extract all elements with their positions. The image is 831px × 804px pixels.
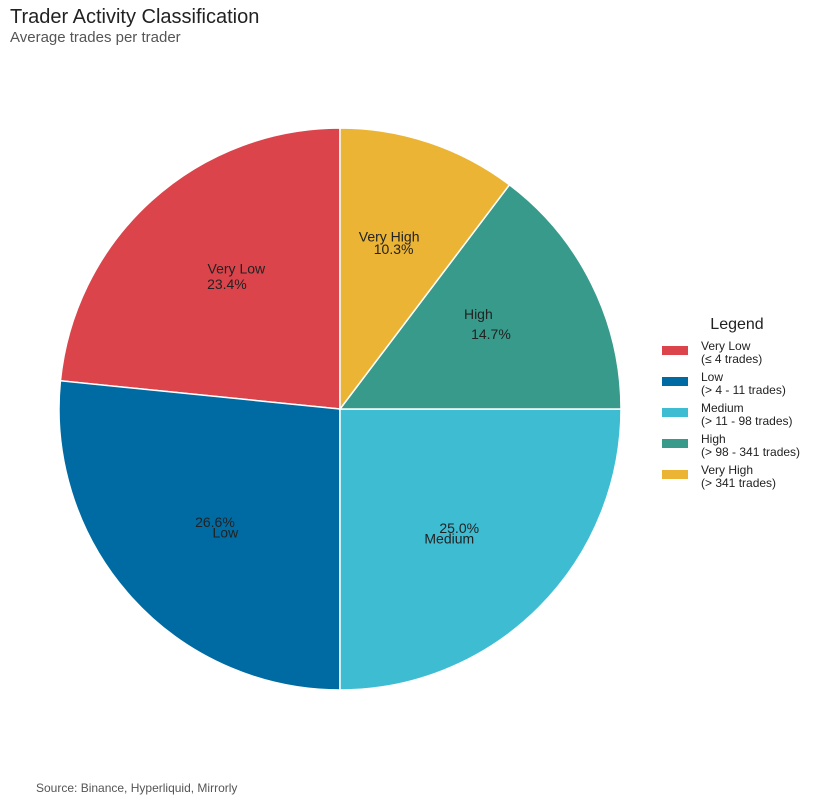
slice-percent-label: 26.6% xyxy=(195,514,235,530)
legend-swatch xyxy=(662,408,688,417)
slice-percent-label: 10.3% xyxy=(374,241,414,257)
chart-subtitle: Average trades per trader xyxy=(10,29,181,46)
slice-name-label: Low xyxy=(213,525,240,541)
legend-item-medium: Medium (> 11 - 98 trades) xyxy=(662,402,827,428)
slice-percent-label: 14.7% xyxy=(471,326,511,342)
legend-item-low: Low (> 4 - 11 trades) xyxy=(662,371,827,397)
legend-label: Medium xyxy=(701,401,744,415)
pie-slice-medium xyxy=(339,408,622,691)
slice-name-label: Medium xyxy=(424,530,474,546)
legend-range: (≤ 4 trades) xyxy=(701,352,763,366)
pie-slice-high xyxy=(338,183,622,410)
legend-swatch xyxy=(662,439,688,448)
slice-name-label: Very High xyxy=(359,228,420,244)
legend-label: High xyxy=(701,432,726,446)
slice-percent-label: 25.0% xyxy=(439,520,479,536)
slice-name-label: High xyxy=(464,306,493,322)
legend-range: (> 4 - 11 trades) xyxy=(701,383,786,397)
legend-title: Legend xyxy=(710,316,764,333)
chart-title: Trader Activity Classification xyxy=(10,6,260,28)
legend-swatch xyxy=(662,470,688,479)
legend-label: Low xyxy=(701,370,724,384)
legend-range: (> 11 - 98 trades) xyxy=(701,414,793,428)
legend-range: (> 341 trades) xyxy=(701,476,777,490)
pie-slice-low xyxy=(58,379,341,691)
legend-swatch xyxy=(662,346,688,355)
slice-name-label: Very Low xyxy=(208,260,266,276)
source-note: Source: Binance, Hyperliquid, Mirrorly xyxy=(36,781,238,795)
pie-slice-very-high xyxy=(339,127,511,412)
legend-swatch xyxy=(662,377,688,386)
legend-item-very-high: Very High (> 341 trades) xyxy=(662,464,827,490)
slice-percent-label: 23.4% xyxy=(207,276,247,292)
legend-item-very-low: Very Low (≤ 4 trades) xyxy=(662,340,827,366)
legend-range: (> 98 - 341 trades) xyxy=(701,445,801,459)
pie-slice-very-low xyxy=(59,127,341,410)
legend-item-high: High (> 98 - 341 trades) xyxy=(662,433,827,459)
legend: Legend Very Low (≤ 4 trades) Low (> 4 - … xyxy=(662,316,827,495)
legend-label: Very Low xyxy=(701,339,751,353)
legend-label: Very High xyxy=(701,463,754,477)
